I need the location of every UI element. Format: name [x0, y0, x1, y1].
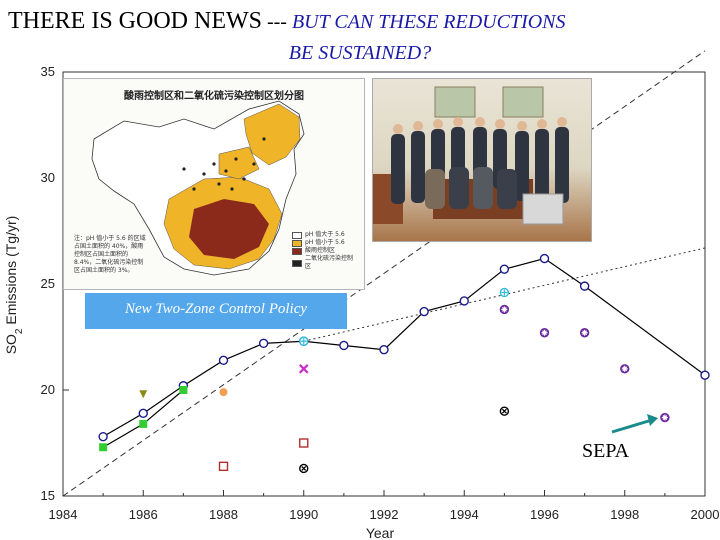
x-tick-label: 1984: [49, 507, 78, 522]
delegation-group-photo: [372, 78, 592, 242]
y-axis-title: SO2 Emissions (Tg/yr): [3, 216, 25, 355]
series-line: [102, 257, 706, 438]
legend-swatch: [292, 247, 302, 255]
data-point: [499, 304, 510, 315]
x-tick-label: 1988: [209, 507, 238, 522]
data-point: [139, 419, 148, 428]
acid-rain-control-zone: [189, 199, 269, 259]
data-point: [660, 412, 670, 423]
data-point: [218, 461, 229, 472]
x-tick-label: 1994: [450, 507, 479, 522]
data-point: [299, 463, 309, 474]
x-tick-label: 1986: [129, 507, 158, 522]
data-point: [579, 281, 590, 291]
map-legend-text: pH 值大于 5.6: [305, 231, 345, 238]
so2-control-zone-dots: [182, 137, 266, 191]
data-point: [379, 345, 389, 355]
data-point: [499, 264, 510, 274]
y-tick-label: 35: [41, 64, 55, 79]
x-tick-label: 1992: [370, 507, 399, 522]
map-legend-text: 酸雨控制区: [305, 247, 336, 254]
sepa-arrow-head: [647, 414, 658, 426]
northeast-region: [243, 103, 301, 166]
data-point: [539, 328, 550, 338]
data-point: [700, 370, 710, 380]
group-photo-drawing: [373, 86, 569, 225]
data-point: [499, 287, 510, 298]
data-point: [499, 406, 510, 416]
chart-axes: 1984 1986 1988 1990 1992 1994 1996 1998 2000 15 20…: [41, 64, 720, 522]
china-acid-rain-map: 酸雨控制区和二氧化硫污染控制区划分图 注：pH 值小于 5.6 的区域占国土面积…: [63, 78, 365, 290]
data-point: [179, 386, 188, 394]
slide-title-line1: THERE IS GOOD NEWS --- BUT CAN THESE RED…: [8, 8, 720, 35]
map-title: 酸雨控制区和二氧化硫污染控制区划分图: [124, 91, 304, 102]
seated-people: [425, 167, 517, 209]
data-point: [99, 443, 108, 452]
faces: [393, 117, 567, 134]
x-tick-label: 1998: [610, 507, 639, 522]
y-tick-label: 15: [41, 488, 55, 503]
two-zone-policy-label: New Two-Zone Control Policy: [85, 293, 347, 329]
y-tick-label: 30: [41, 170, 55, 185]
title-good-news: THERE IS GOOD NEWS: [8, 8, 262, 34]
data-point: [539, 253, 550, 264]
data-point: [299, 336, 309, 346]
data-point: [339, 340, 349, 351]
title-separator: ---: [261, 11, 292, 33]
y-axis-title-sub: 2: [14, 328, 25, 334]
data-point: [258, 338, 269, 349]
data-point: [218, 355, 229, 366]
data-point: [579, 328, 590, 338]
y-tick-label: 20: [41, 382, 55, 397]
map-legend-item: pH 值小于 5.6: [292, 239, 356, 247]
data-point: [299, 438, 309, 448]
x-axis-title: Year: [366, 525, 395, 540]
wall-painting: [502, 86, 544, 118]
data-point: [98, 431, 108, 442]
wall-painting: [434, 86, 476, 118]
y-axis-title-pre: SO: [3, 334, 19, 354]
legend-swatch: [292, 259, 302, 267]
data-point: [219, 388, 228, 397]
map-legend-text: 二氧化硫污染控制区: [305, 255, 354, 270]
x-tick-label: 1990: [289, 507, 318, 522]
legend-swatch: [292, 231, 302, 239]
map-legend: pH 值大于 5.6 pH 值小于 5.6 酸雨控制区 二氧化硫污染控制区: [292, 231, 356, 271]
data-point: [459, 296, 469, 306]
slide-title-line2: BE SUSTAINED?: [288, 42, 432, 64]
x-tick-label: 2000: [691, 507, 720, 522]
sepa-arrow: [611, 418, 653, 434]
map-legend-item: pH 值大于 5.6: [292, 231, 356, 239]
legend-swatch: [292, 239, 302, 247]
data-point: [620, 364, 630, 374]
x-tick-label: 1996: [530, 507, 559, 522]
trend-line-dashed: [62, 50, 706, 497]
data-point: [138, 408, 148, 419]
sepa-label: SEPA: [582, 440, 630, 462]
central-region: [218, 146, 260, 180]
data-point: [419, 306, 429, 317]
map-legend-item: 二氧化硫污染控制区: [292, 255, 356, 271]
projector-cart: [522, 193, 564, 225]
map-drawing: [91, 100, 305, 276]
y-tick-label: 25: [41, 276, 55, 291]
data-point: [139, 390, 148, 399]
map-note: 注：pH 值小于 5.6 的区域占国土面积的 40%，酸雨控制区占国土面积的 8…: [74, 235, 146, 274]
map-legend-text: pH 值小于 5.6: [305, 239, 345, 246]
data-point: [298, 364, 309, 374]
map-legend-item: 酸雨控制区: [292, 247, 356, 255]
series-line: [102, 389, 184, 448]
data-series: [98, 253, 710, 474]
title-question: BUT CAN THESE REDUCTIONS: [291, 11, 566, 33]
y-axis-title-post: Emissions (Tg/yr): [3, 216, 19, 329]
